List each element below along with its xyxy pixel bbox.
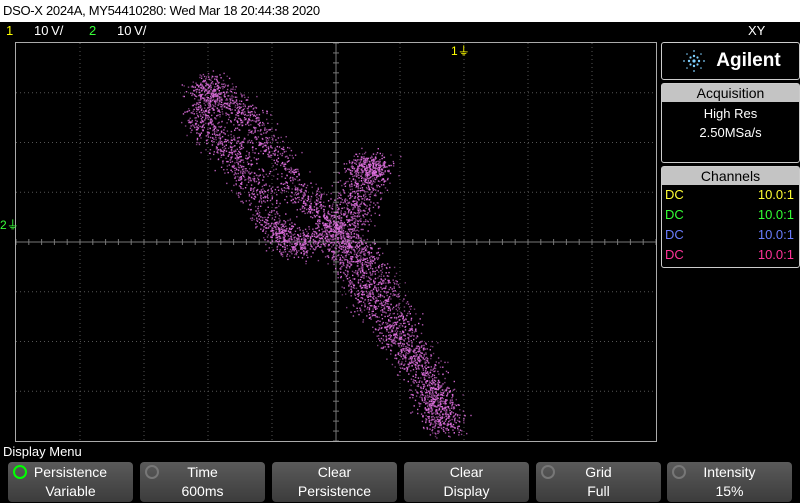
spark-logo-icon (683, 50, 706, 72)
softkey-label: Clear (449, 464, 484, 480)
softkey-time[interactable]: Time 600ms (140, 462, 265, 502)
acquisition-header: Acquisition (662, 84, 799, 102)
ch2-scale[interactable]: 10 V/ (117, 23, 147, 38)
knob-select-icon (541, 465, 555, 479)
xy-mode-label[interactable]: XY (748, 23, 766, 38)
softkey-label: Clear (317, 464, 352, 480)
waveform-display[interactable] (15, 42, 657, 442)
channel-row-2[interactable]: DC 10.0:1 (662, 205, 799, 225)
channel-coupling: DC (665, 247, 684, 262)
softkey-value: Variable (45, 483, 96, 499)
knob-select-icon (145, 465, 159, 479)
softkey-intensity[interactable]: Intensity 15% (667, 462, 792, 502)
graticule (16, 43, 656, 441)
channel-coupling: DC (665, 187, 684, 202)
brand-name: Agilent (716, 50, 781, 71)
ch1-scale[interactable]: 10 V/ (34, 23, 64, 38)
knob-select-icon (13, 465, 27, 479)
channel-probe-ratio: 10.0:1 (757, 207, 794, 222)
brand-logo: Agilent (661, 42, 800, 80)
acquisition-mode: High Res (703, 106, 758, 121)
channel-probe-ratio: 10.0:1 (757, 187, 794, 202)
softkey-value: Display (443, 483, 490, 499)
channels-header: Channels (662, 167, 799, 185)
softkey-grid[interactable]: Grid Full (536, 462, 661, 502)
softkey-value: 600ms (181, 483, 224, 499)
channel-coupling: DC (665, 227, 684, 242)
channel-row-4[interactable]: DC 10.0:1 (662, 245, 799, 265)
knob-select-icon (672, 465, 686, 479)
softkey-clear-persistence[interactable]: Clear Persistence (272, 462, 397, 502)
acquisition-panel[interactable]: Acquisition High Res 2.50MSa/s (661, 83, 800, 163)
softkey-value: Persistence (297, 483, 372, 499)
channel-row-3[interactable]: DC 10.0:1 (662, 225, 799, 245)
title-bar: DSO-X 2024A, MY54410280: Wed Mar 18 20:4… (0, 0, 800, 22)
ch1-number[interactable]: 1 (6, 23, 14, 38)
softkey-label: Intensity (703, 464, 756, 480)
softkey-value: 15% (715, 483, 744, 499)
channel-coupling: DC (665, 207, 684, 222)
softkey-value: Full (587, 483, 610, 499)
softkey-clear-display[interactable]: Clear Display (404, 462, 529, 502)
sidebar: Agilent Acquisition High Res 2.50MSa/s C… (661, 42, 800, 268)
softkey-persistence[interactable]: Persistence Variable (8, 462, 133, 502)
channel-row-1[interactable]: DC 10.0:1 (662, 185, 799, 205)
trigger-level-marker[interactable]: 1⏚ (451, 44, 470, 58)
channel-probe-ratio: 10.0:1 (757, 247, 794, 262)
xy-trace-plot (16, 43, 656, 441)
softkey-bar: Persistence Variable Time 600ms Clear Pe… (0, 462, 800, 503)
menu-title: Display Menu (3, 444, 82, 459)
sample-rate: 2.50MSa/s (699, 125, 762, 140)
channel-probe-ratio: 10.0:1 (757, 227, 794, 242)
ch2-ground-marker[interactable]: 2⏚ (0, 218, 19, 232)
softkey-label: Time (187, 464, 218, 480)
softkey-label: Persistence (33, 464, 108, 480)
ch2-number[interactable]: 2 (89, 23, 97, 38)
channels-panel[interactable]: Channels DC 10.0:1 DC 10.0:1 DC 10.0:1 D… (661, 166, 800, 268)
xy-trace (181, 70, 472, 439)
softkey-label: Grid (585, 464, 612, 480)
status-bar: 1 10 V/ 2 10 V/ XY (0, 22, 800, 40)
